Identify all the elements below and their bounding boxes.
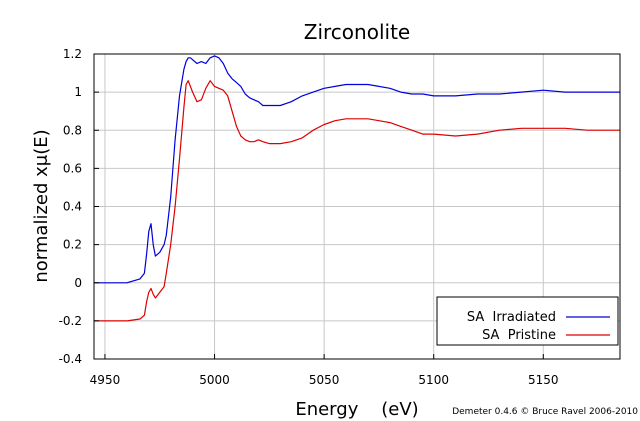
- x-axis-title: Energy (eV): [295, 399, 418, 420]
- software-credit: Demeter 0.4.6 © Bruce Ravel 2006-2010: [452, 407, 638, 417]
- axis-ticks: 4950 5000 5050 5100 5150 -0.4 -0.2 0 0.2 0.4 0.6 0.…: [59, 47, 559, 387]
- legend-box: [436, 296, 619, 346]
- y-axis-title: normalized xμ(E): [31, 129, 52, 282]
- x-tick-label: 5150: [528, 373, 559, 387]
- y-tick-label: 0.4: [63, 200, 82, 214]
- x-tick-label: 4950: [90, 373, 121, 387]
- chart-title: Zirconolite: [304, 20, 410, 44]
- x-tick-label: 5050: [309, 373, 340, 387]
- series-line-irradiated: [94, 55, 620, 284]
- y-tick-label: -0.2: [59, 314, 82, 328]
- y-tick-label: 1.2: [63, 47, 82, 61]
- y-tick-label: 1: [74, 85, 82, 99]
- legend-label-irradiated: SA Irradiated: [467, 310, 556, 325]
- plot-series: [94, 55, 620, 322]
- y-tick-label: 0.8: [63, 123, 82, 137]
- y-tick-label: 0.6: [63, 161, 82, 175]
- y-tick-label: 0.2: [63, 238, 82, 252]
- legend-label-pristine: SA Pristine: [482, 328, 556, 343]
- y-tick-label: 0: [74, 276, 82, 290]
- legend: SA Irradiated SA Pristine: [436, 296, 619, 346]
- series-line-pristine: [94, 80, 620, 322]
- x-tick-label: 5100: [418, 373, 449, 387]
- x-tick-label: 5000: [199, 373, 230, 387]
- y-tick-label: -0.4: [59, 352, 82, 366]
